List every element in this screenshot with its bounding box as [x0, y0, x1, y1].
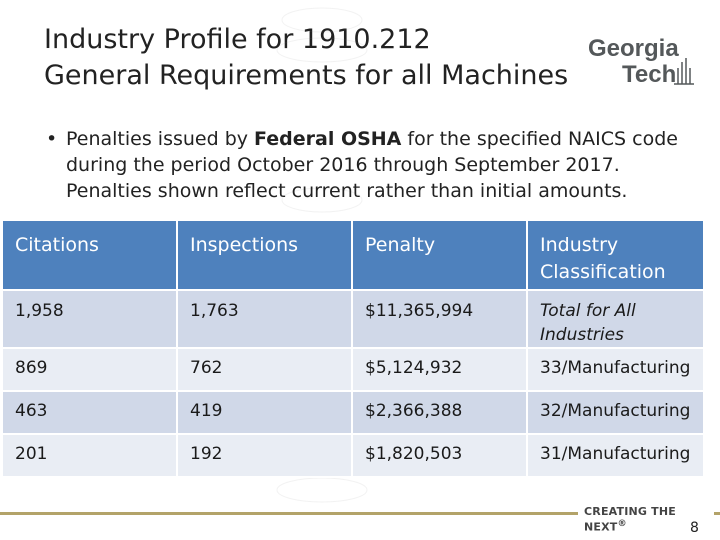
bullet-text-bold: Federal OSHA	[254, 128, 402, 150]
georgia-tech-logo: Georgia Tech	[588, 35, 694, 88]
table-header-row: Citations Inspections Penalty Industry C…	[3, 221, 705, 291]
cell-penalty: $1,820,503	[353, 435, 528, 478]
bullet-text-post: for the specified NAICS code during the …	[66, 128, 678, 202]
cell-inspections: 1,763	[178, 291, 353, 349]
tagline-text: CREATING THE NEXT	[584, 505, 677, 534]
table-row: 1,958 1,763 $11,365,994 Total for All In…	[3, 291, 705, 349]
cell-citations: 463	[3, 392, 178, 435]
cell-inspections: 762	[178, 349, 353, 392]
table-row: 201 192 $1,820,503 31/Manufacturing	[3, 435, 705, 478]
cell-penalty: $11,365,994	[353, 291, 528, 349]
header-inspections: Inspections	[178, 221, 353, 291]
creating-the-next-tagline: CREATING THE NEXT®	[578, 505, 714, 534]
cell-industry: Total for All Industries	[528, 291, 705, 349]
cell-industry: 33/Manufacturing	[528, 349, 705, 392]
slide-title-line-1: Industry Profile for 1910.212	[44, 24, 431, 55]
table-row: 869 762 $5,124,932 33/Manufacturing	[3, 349, 705, 392]
registered-mark: ®	[617, 518, 627, 529]
slide-title: Industry Profile for 1910.212 General Re…	[44, 22, 604, 94]
header-industry-classification: Industry Classification	[528, 221, 705, 291]
bullet-text: Penalties issued by Federal OSHA for the…	[66, 126, 696, 204]
logo-tech-text: Tech	[622, 61, 676, 88]
cell-citations: 201	[3, 435, 178, 478]
bullet-note: • Penalties issued by Federal OSHA for t…	[46, 126, 696, 204]
cell-industry: 32/Manufacturing	[528, 392, 705, 435]
table-row: 463 419 $2,366,388 32/Manufacturing	[3, 392, 705, 435]
penalty-table: Citations Inspections Penalty Industry C…	[3, 221, 705, 478]
cell-industry: 31/Manufacturing	[528, 435, 705, 478]
cell-inspections: 192	[178, 435, 353, 478]
bullet-dot: •	[46, 128, 58, 150]
header-citations: Citations	[3, 221, 178, 291]
header-penalty: Penalty	[353, 221, 528, 291]
cell-citations: 869	[3, 349, 178, 392]
logo-georgia-text: Georgia	[588, 35, 679, 62]
page-number: 8	[690, 520, 699, 536]
slide-title-line-2: General Requirements for all Machines	[44, 60, 569, 91]
cell-inspections: 419	[178, 392, 353, 435]
footer-divider	[0, 512, 720, 515]
bullet-text-pre: Penalties issued by	[66, 128, 255, 150]
cell-penalty: $5,124,932	[353, 349, 528, 392]
cell-penalty: $2,366,388	[353, 392, 528, 435]
cell-citations: 1,958	[3, 291, 178, 349]
tech-tower-icon	[674, 58, 694, 85]
